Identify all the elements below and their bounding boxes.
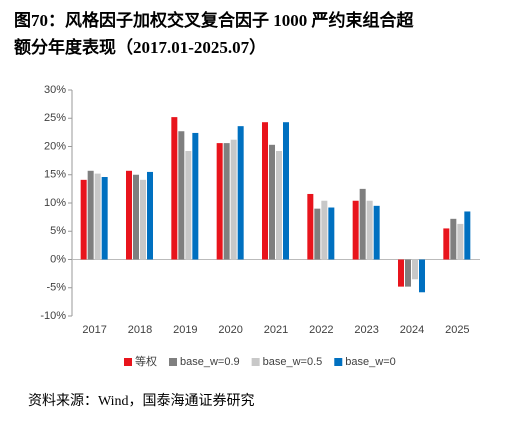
bar <box>328 207 335 260</box>
x-tick-label: 2023 <box>354 324 378 336</box>
bar <box>314 208 321 260</box>
bar <box>283 122 289 260</box>
bar <box>457 223 464 260</box>
x-tick-label: 2019 <box>173 324 197 336</box>
bar <box>373 205 380 260</box>
bar <box>405 259 411 287</box>
legend-swatch <box>334 358 343 366</box>
bar <box>140 179 146 260</box>
bar <box>352 200 359 260</box>
y-tick-label: -10% <box>40 310 66 322</box>
x-tick-label: 2017 <box>82 324 106 336</box>
legend-label: base_w=0.5 <box>263 356 323 368</box>
bar <box>412 259 418 280</box>
legend-swatch <box>251 358 260 366</box>
bar <box>359 188 366 260</box>
bar <box>87 170 94 260</box>
legend-swatch <box>124 358 132 366</box>
bar <box>192 132 199 260</box>
bar <box>147 171 153 260</box>
bar <box>269 144 275 260</box>
bar <box>237 126 244 260</box>
y-tick-label: 5% <box>50 225 66 237</box>
bar <box>171 117 178 260</box>
bar <box>216 143 223 260</box>
bar <box>450 218 457 260</box>
bar <box>80 179 87 260</box>
bar <box>321 200 328 260</box>
bar <box>223 143 230 260</box>
x-tick-label: 2020 <box>218 324 242 336</box>
bar <box>276 151 282 260</box>
bar <box>178 131 185 260</box>
y-tick-label: -5% <box>46 282 66 294</box>
bar <box>230 139 237 260</box>
title: 图70：风格因子加权交叉复合因子 1000 严约束组合超 <box>14 10 414 30</box>
bar <box>419 259 425 293</box>
x-tick-label: 2022 <box>309 324 333 336</box>
title: 额分年度表现（2017.01-2025.07） <box>14 37 266 57</box>
y-tick-label: 30% <box>44 84 66 96</box>
y-tick-label: 20% <box>44 140 66 152</box>
y-tick-label: 0% <box>50 253 66 265</box>
bar <box>133 174 139 260</box>
x-tick-label: 2025 <box>445 324 469 336</box>
bar <box>464 211 471 260</box>
bar <box>94 173 101 260</box>
x-tick-label: 2024 <box>400 324 424 336</box>
bar <box>101 177 108 260</box>
legend-label: base_w=0 <box>345 356 395 368</box>
source: 资料来源：Wind，国泰海通证券研究 <box>28 393 255 409</box>
bar <box>185 151 192 260</box>
bar <box>307 193 314 260</box>
legend-label: base_w=0.9 <box>180 356 240 368</box>
legend-swatch <box>169 358 177 366</box>
bar <box>262 122 268 260</box>
bar <box>366 200 373 260</box>
legend-label: 等权 <box>135 354 157 368</box>
y-tick-label: 25% <box>44 112 66 124</box>
y-tick-label: 10% <box>44 197 66 209</box>
bar <box>398 259 404 287</box>
x-tick-label: 2018 <box>128 324 152 336</box>
bar <box>126 170 132 260</box>
y-tick-label: 15% <box>44 169 66 181</box>
x-tick-label: 2021 <box>264 324 288 336</box>
bar <box>443 228 450 260</box>
